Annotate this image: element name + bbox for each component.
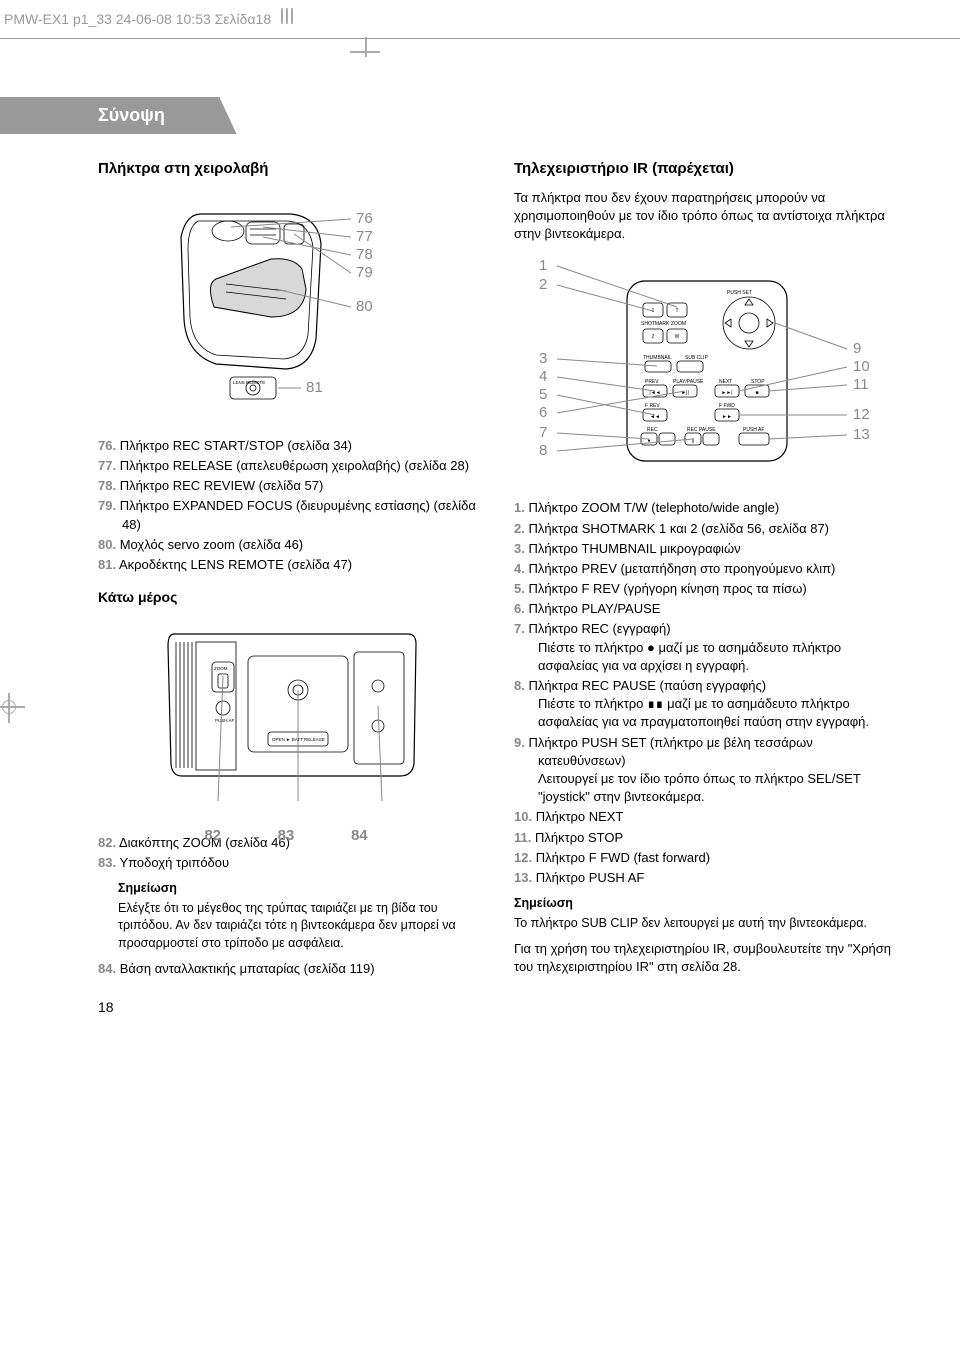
svg-text:81: 81 [306,379,323,396]
svg-text:7: 7 [539,424,547,441]
svg-text:3: 3 [539,350,547,367]
grip-diagram: LENS REMOTE 76 77 78 79 80 81 [156,189,426,429]
svg-text:ZOOM: ZOOM [214,666,228,671]
crop-text: PMW-EX1 p1_33 24-06-08 10:53 Σελίδα18 [4,11,271,27]
remote-intro: Τα πλήκτρα που δεν έχουν παρατηρήσεις μπ… [514,189,900,244]
svg-text:79: 79 [356,264,373,281]
svg-text:4: 4 [539,368,547,385]
svg-text:77: 77 [356,228,373,245]
svg-text:►||: ►|| [681,390,689,396]
grip-definitions: 76. Πλήκτρο REC START/STOP (σελίδα 34) 7… [98,437,484,574]
page-crop-header: PMW-EX1 p1_33 24-06-08 10:53 Σελίδα18 [0,0,960,39]
svg-text:PUSH AF: PUSH AF [743,427,764,433]
remote-closing: Για τη χρήση του τηλεχειριστηρίου IR, συ… [514,940,900,976]
bottom-diagram: OPEN ► BATT RELEASE ZOOM PUSH AF [156,616,426,826]
page-number: 18 [98,998,484,1018]
grip-heading: Πλήκτρα στη χειρολαβή [98,158,484,179]
svg-text:W: W [675,334,680,340]
svg-text:REC PAUSE: REC PAUSE [687,427,716,433]
svg-text:11: 11 [853,376,869,393]
remote-diagram: PUSH SET 1 T SHOTMARK ZOOM 2 W THUMBNAIL… [517,251,897,491]
svg-text:►►: ►► [722,414,732,420]
callout-84: 84 [351,825,368,846]
item-84: 84. Βάση ανταλλακτικής μπαταρίας (σελίδα… [98,960,484,978]
svg-text:F FWD: F FWD [719,403,735,409]
svg-text:10: 10 [853,358,870,375]
side-crop-mark [2,700,16,714]
svg-text:ZOOM: ZOOM [671,321,686,327]
svg-text:2: 2 [539,276,547,293]
svg-text:13: 13 [853,426,870,443]
remote-heading: Τηλεχειριστήριο IR (παρέχεται) [514,158,900,179]
tripod-note: Σημείωση Ελέγξτε ότι το μέγεθος της τρύπ… [118,880,484,952]
svg-text:■: ■ [755,390,758,396]
svg-text:►►|: ►►| [721,390,732,396]
crop-marks [0,39,960,57]
svg-text:78: 78 [356,246,373,263]
bottom-heading: Κάτω μέρος [98,588,484,608]
svg-text:STOP: STOP [751,379,765,385]
svg-text:8: 8 [539,442,547,459]
svg-text:F REV: F REV [645,403,660,409]
callout-82: 82 [204,825,221,846]
svg-text:1: 1 [539,257,547,274]
svg-text:PLAY/PAUSE: PLAY/PAUSE [673,379,704,385]
svg-text:12: 12 [853,406,870,423]
svg-text:LENS REMOTE: LENS REMOTE [233,380,265,385]
svg-text:PUSH AF: PUSH AF [215,718,235,723]
svg-text:PUSH SET: PUSH SET [727,290,752,296]
svg-text:NEXT: NEXT [719,379,732,385]
synopsis-tab: Σύνοψη [0,97,220,134]
svg-text:9: 9 [853,340,861,357]
crop-dividers [281,8,296,24]
left-column: Πλήκτρα στη χειρολαβή [98,144,484,1018]
svg-text:6: 6 [539,404,547,421]
callout-83: 83 [278,825,295,846]
svg-text:PREV: PREV [645,379,659,385]
svg-text:80: 80 [356,298,373,315]
svg-text:SHOTMARK: SHOTMARK [641,321,670,327]
svg-text:2: 2 [652,334,655,340]
svg-text:REC: REC [647,427,658,433]
remote-definitions: 1. Πλήκτρο ZOOM T/W (telephoto/wide angl… [514,499,900,887]
subclip-note: Σημείωση Το πλήκτρο SUB CLIP δεν λειτουρ… [514,895,900,932]
svg-text:THUMBNAIL: THUMBNAIL [643,355,672,361]
right-column: Τηλεχειριστήριο IR (παρέχεται) Τα πλήκτρ… [514,144,900,1018]
svg-text:5: 5 [539,386,547,403]
svg-text:SUB CLIP: SUB CLIP [685,355,708,361]
svg-text:76: 76 [356,210,373,227]
svg-text:T: T [675,308,678,314]
